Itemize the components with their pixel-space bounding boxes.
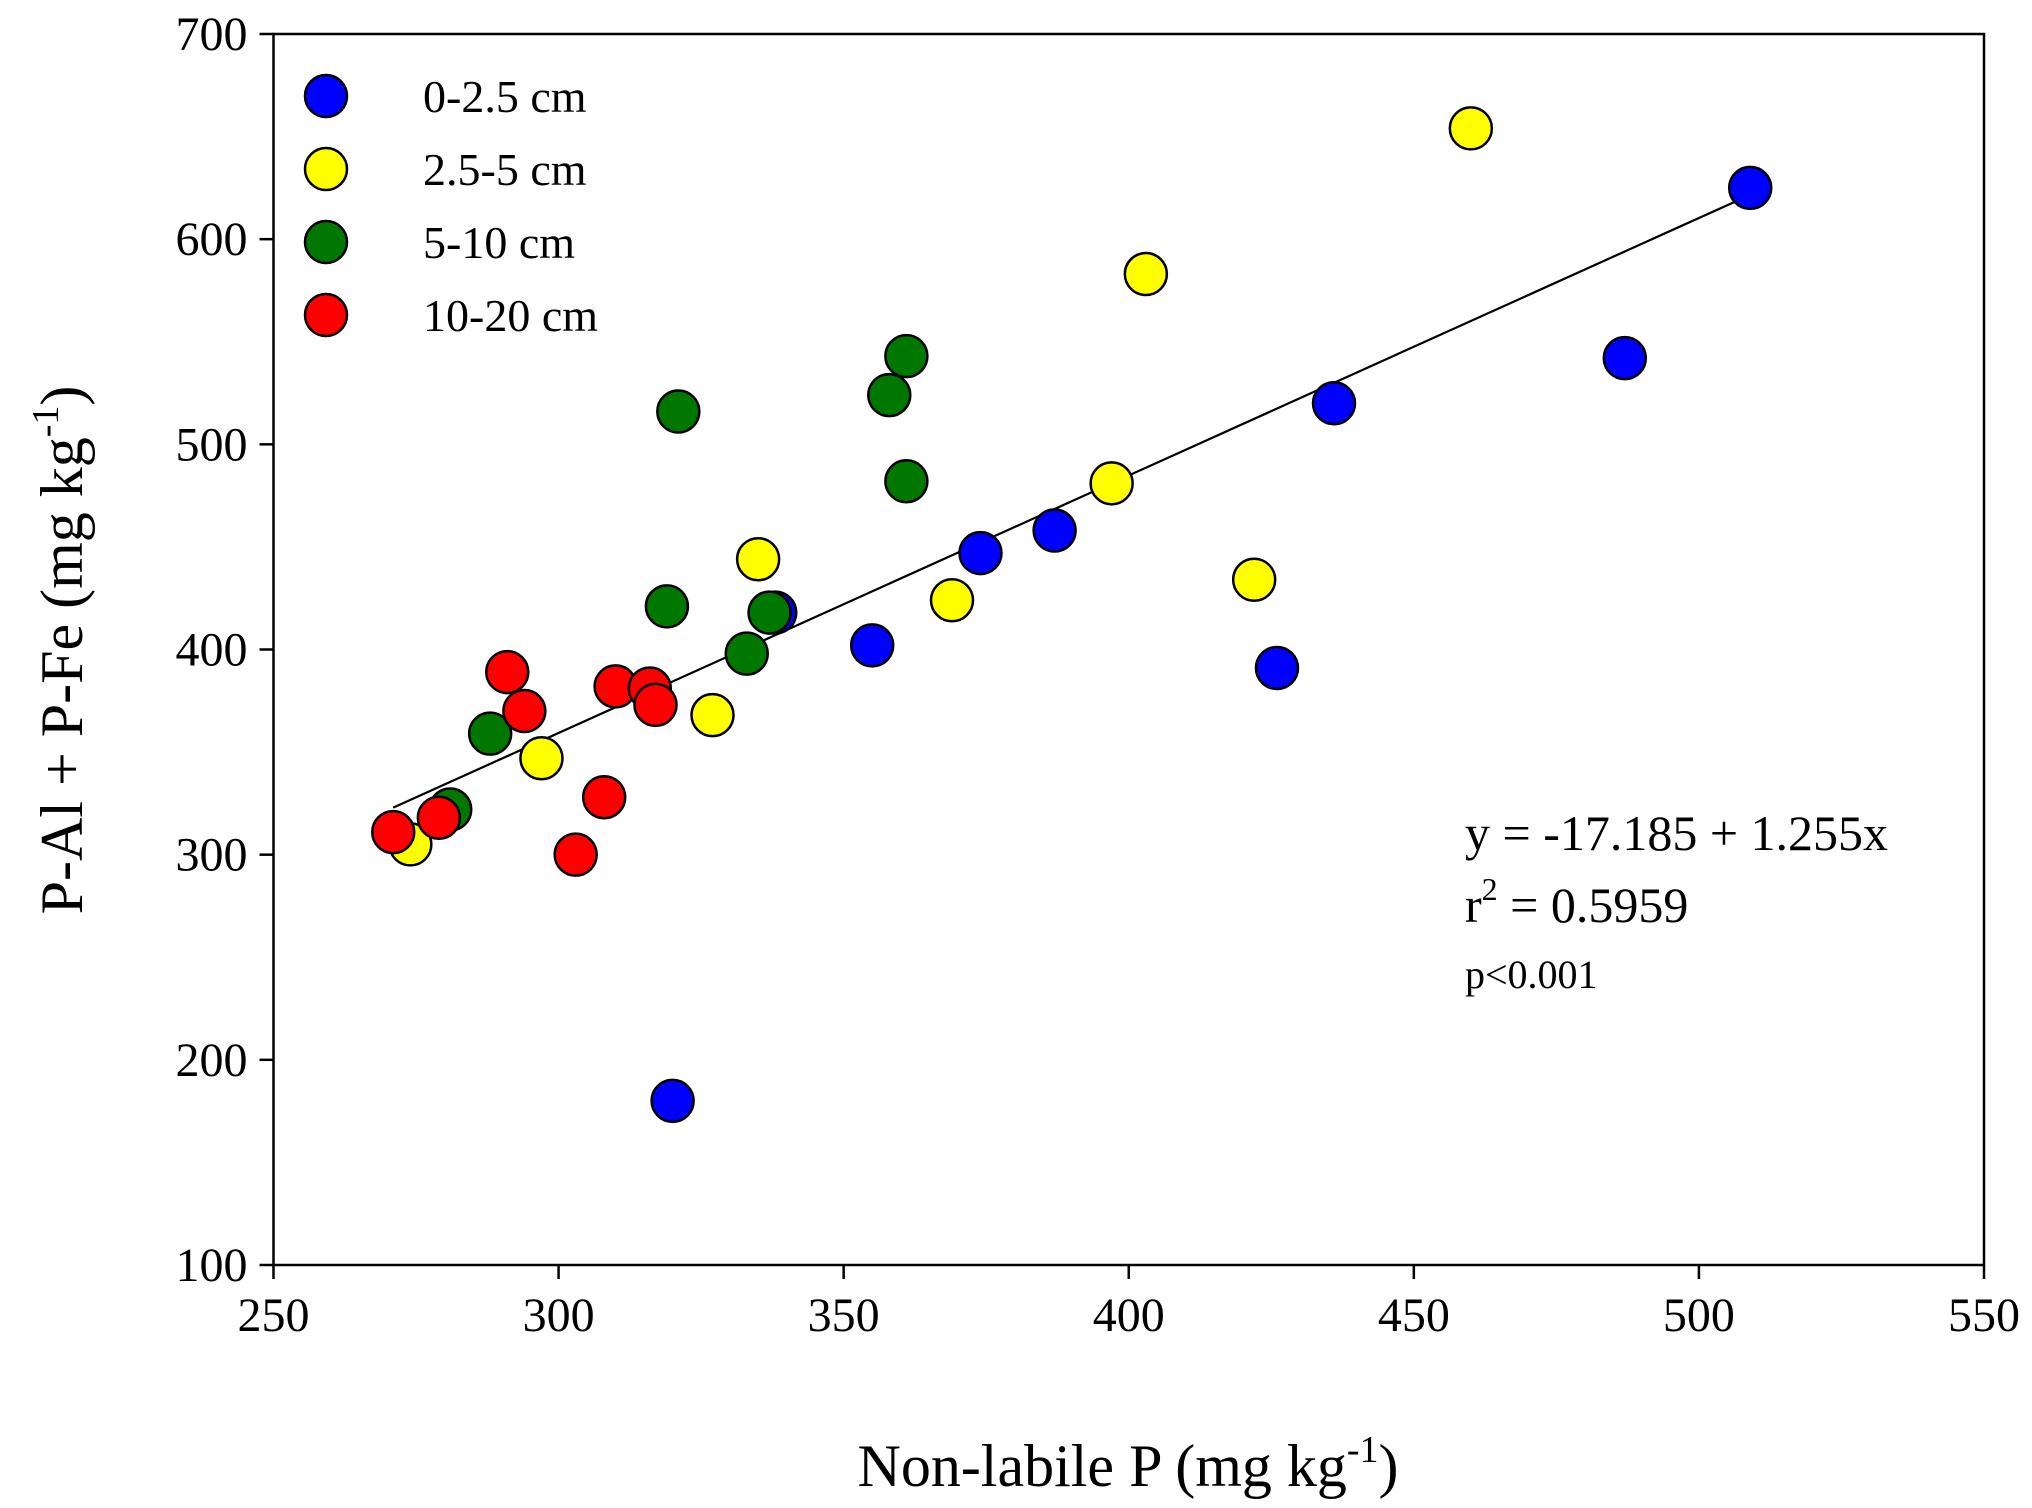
data-point (467, 711, 513, 756)
data-point (1089, 461, 1134, 506)
y-tick-label: 600 (176, 213, 248, 266)
x-tick-label: 300 (523, 1289, 595, 1342)
data-point (1254, 645, 1300, 691)
x-axis-label: Non-labile P (mg kg-1) (857, 1429, 1398, 1499)
x-axis: 250 300 350 400 450 500 550 (238, 1265, 2020, 1342)
data-point (884, 459, 929, 504)
y-tick-label: 700 (176, 8, 248, 61)
p-value: p<0.001 (1465, 952, 1598, 997)
data-point (1602, 335, 1648, 381)
data-point (724, 631, 769, 676)
x-tick-label: 400 (1093, 1289, 1165, 1342)
legend-label: 5-10 cm (423, 217, 575, 268)
data-point (867, 372, 912, 418)
data-point (958, 530, 1003, 576)
x-tick-label: 350 (808, 1289, 880, 1342)
data-point (1032, 508, 1077, 553)
legend: 0-2.5 cm 2.5-5 cm 5-10 cm 10-20 cm (303, 71, 598, 341)
regression-equation: y = -17.185 + 1.255x (1465, 805, 1888, 861)
data-point (747, 590, 792, 635)
y-tick-label: 200 (176, 1034, 248, 1087)
legend-label: 2.5-5 cm (423, 144, 587, 195)
data-points (370, 106, 1773, 1124)
data-point (370, 809, 416, 855)
data-point (502, 688, 547, 734)
data-point (553, 832, 598, 877)
data-point (1727, 165, 1773, 211)
data-point (735, 536, 781, 582)
data-point (633, 682, 678, 728)
legend-marker (303, 219, 349, 265)
y-tick-label: 300 (176, 829, 248, 882)
data-point (849, 623, 895, 668)
x-tick-label: 550 (1948, 1289, 2020, 1342)
legend-label: 10-20 cm (423, 290, 598, 341)
y-tick-label: 400 (176, 624, 248, 677)
r-squared: r2 = 0.5959 (1465, 871, 1688, 933)
x-tick-label: 450 (1378, 1289, 1450, 1342)
data-point (644, 584, 690, 629)
legend-marker (303, 73, 349, 119)
data-point (1311, 381, 1357, 426)
data-point (884, 333, 929, 379)
legend-marker (303, 292, 349, 338)
x-tick-label: 500 (1663, 1289, 1735, 1342)
data-point (416, 795, 462, 840)
y-axis: 100 200 300 400 500 600 700 (176, 8, 274, 1292)
data-point (1448, 106, 1494, 151)
y-axis-label: P-Al + P-Fe (mg kg-1) (25, 386, 95, 915)
y-tick-label: 500 (176, 418, 248, 471)
legend-label: 0-2.5 cm (423, 71, 587, 122)
regression-line (392, 193, 1751, 809)
data-point (581, 774, 627, 820)
data-point (690, 692, 735, 738)
data-point (1231, 557, 1277, 602)
data-point (929, 578, 975, 623)
data-point (485, 649, 530, 695)
legend-marker (303, 146, 349, 192)
y-tick-label: 100 (176, 1239, 248, 1292)
data-point (1123, 251, 1169, 297)
x-tick-label: 250 (238, 1289, 310, 1342)
data-point (650, 1078, 695, 1124)
data-point (656, 389, 701, 434)
data-point (519, 735, 564, 781)
